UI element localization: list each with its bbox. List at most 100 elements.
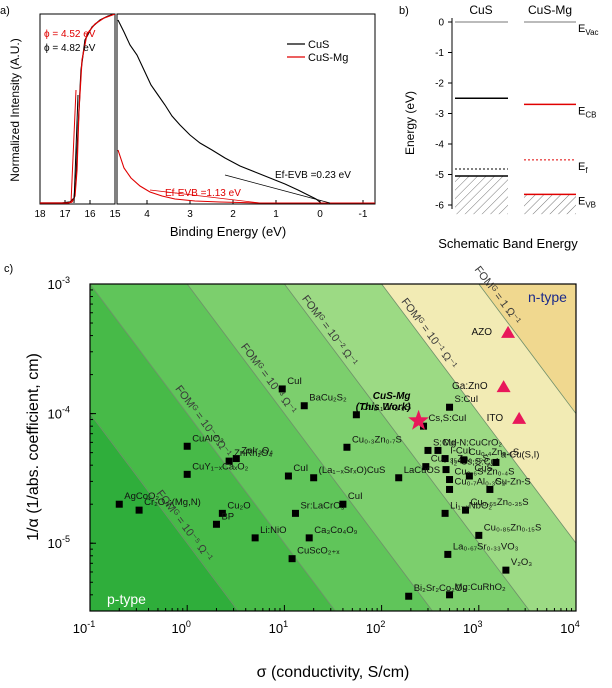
valence-band bbox=[524, 194, 576, 215]
panel-a-xlabel: Binding Energy (eV) bbox=[170, 224, 286, 239]
p-type-point-label: I₂-Cs,S:CuI bbox=[451, 457, 499, 468]
p-type-point bbox=[475, 531, 483, 539]
c-xtick-label: 101 bbox=[269, 619, 288, 636]
p-type-point-label: Ca₃Co₄O₉ bbox=[314, 525, 357, 536]
p-type-label: p-type bbox=[107, 591, 146, 607]
p-type-point bbox=[225, 457, 233, 465]
c-xtick-label: 100 bbox=[171, 619, 190, 636]
fom-line bbox=[90, 412, 239, 611]
p-type-point bbox=[310, 474, 318, 482]
c-xtick-label: 104 bbox=[560, 619, 579, 636]
p-type-point-label: Sr:LaCrO₃ bbox=[300, 500, 344, 511]
p-type-point bbox=[441, 509, 449, 517]
cus-vb-fit bbox=[224, 174, 331, 204]
p-type-point bbox=[135, 506, 143, 514]
p-type-point-label: a-Cu(S,I) bbox=[501, 449, 540, 460]
p-type-point bbox=[305, 534, 313, 542]
a-left-tick-label: 17 bbox=[59, 209, 71, 220]
p-type-point-label: Cs,S:CuI bbox=[429, 413, 467, 424]
p-type-point-label: ZnIr₂O₄ bbox=[241, 446, 273, 457]
c-ytick-label: 10-5 bbox=[48, 534, 70, 551]
p-type-point bbox=[183, 470, 191, 478]
p-type-point-label: S:CuI bbox=[455, 394, 479, 405]
cusmg-vb-fit bbox=[149, 189, 261, 204]
p-type-point bbox=[465, 472, 473, 480]
p-type-point-label: La₀.₆₇Sr₀.₃₃VO₃ bbox=[453, 541, 519, 552]
p-type-point-label: ZnRh₂O₄ bbox=[234, 448, 272, 459]
p-type-point-label: CuI bbox=[293, 463, 308, 474]
p-type-point-label: CuY₁₋ₓCaₓO₂ bbox=[192, 461, 248, 472]
p-type-point bbox=[434, 446, 442, 454]
p-type-point-label: LaCuOS bbox=[404, 465, 440, 476]
p-type-point bbox=[339, 500, 347, 508]
ef-cus-label: Ef-EVB =0.23 eV bbox=[275, 170, 351, 181]
p-type-point bbox=[212, 520, 220, 528]
level-label-cb: ECB bbox=[578, 105, 596, 119]
panel-c-xlabel: σ (conductivity, S/cm) bbox=[257, 664, 410, 681]
p-type-point-label: Cu₀.₇Al₀.₃S₂ bbox=[455, 476, 506, 487]
cusmg-cutoff-fit bbox=[70, 89, 77, 204]
panel-a: a) Normalized Intensity (A.U.) 18 17 16 15 … bbox=[0, 5, 376, 239]
b-ytick-label: -3 bbox=[435, 109, 444, 120]
level-label-vb: EVB bbox=[578, 195, 596, 209]
b-ytick-label: -2 bbox=[435, 79, 444, 90]
a-left-tick-label: 16 bbox=[84, 209, 96, 220]
panel-a-legend: CuS CuS-Mg bbox=[287, 39, 348, 64]
a-right-tick-label: 3 bbox=[187, 209, 193, 220]
a-right-tick-label: 2 bbox=[230, 209, 236, 220]
n-type-label: n-type bbox=[528, 289, 567, 305]
p-type-point-label: CuI bbox=[287, 376, 302, 387]
cus-cutoff-fit bbox=[73, 94, 79, 204]
p-type-point-label: BP bbox=[221, 511, 234, 522]
plot-frame bbox=[89, 283, 577, 612]
level-label-vac: EVac bbox=[578, 23, 599, 37]
this-work-sublabel: (This Work) bbox=[356, 402, 411, 413]
p-type-point bbox=[352, 411, 360, 419]
fom-line bbox=[478, 284, 576, 415]
p-type-point-label: AgCoO₂ bbox=[124, 491, 159, 502]
c-ytick-label: 10-3 bbox=[48, 275, 70, 292]
c-ytick-label: 10-4 bbox=[48, 405, 70, 422]
p-type-point bbox=[395, 474, 403, 482]
p-type-point-label: BaCu₂S₂ bbox=[309, 393, 347, 404]
p-type-point-label: (La₁₋ₓSrₓO)CuS bbox=[319, 465, 386, 476]
panel-c-ylabel: 1/α (1/abs. coefficient, cm) bbox=[25, 353, 42, 541]
c-xtick-label: 102 bbox=[366, 619, 385, 636]
panel-b-xlabel: Schematic Band Energy bbox=[438, 236, 578, 251]
p-type-point-label: Cu₀.₈₅Zn₀.₁₅S bbox=[484, 522, 542, 533]
p-type-point-label: CuI bbox=[348, 491, 363, 502]
a-right-tick-label: -1 bbox=[359, 209, 368, 220]
cusmg-vb-curve bbox=[117, 149, 375, 204]
p-type-point-label: Cu₀.₄Zn₀.₆S bbox=[469, 447, 519, 458]
p-type-point bbox=[442, 466, 450, 474]
p-type-point-label: CuScO₂₊ₓ bbox=[297, 546, 340, 557]
p-type-point bbox=[446, 485, 454, 493]
p-type-point bbox=[183, 442, 191, 450]
this-work-star bbox=[408, 409, 429, 430]
a-left-tick-label: 18 bbox=[34, 209, 46, 220]
p-type-point bbox=[446, 476, 454, 484]
p-type-point bbox=[218, 509, 226, 517]
fom-line bbox=[381, 284, 576, 544]
n-type-point bbox=[512, 411, 527, 424]
material-points: CuI BaCu₂S₂ Cu₀.₁Zn₀.₉S CuAlO₂ ZnIr₂O₄ZnRh₂O… bbox=[115, 325, 542, 600]
valence-band bbox=[455, 176, 508, 215]
panel-b-label: b) bbox=[399, 5, 409, 17]
p-type-point bbox=[460, 456, 468, 464]
panel-a-ylabel: Normalized Intensity (A.U.) bbox=[8, 38, 22, 181]
column-cusmg: CuS-Mg bbox=[528, 3, 572, 17]
fom-regions bbox=[90, 284, 576, 611]
column-cus: CuS bbox=[469, 3, 492, 17]
panel-c-axes: 10-1 100 101 102 103 104 10-5 10-4 10-3 bbox=[48, 275, 580, 636]
a-right-tick-label: 0 bbox=[317, 209, 323, 220]
p-type-point-label: Mg:CuRhO₂ bbox=[455, 582, 507, 593]
fom-line bbox=[186, 284, 433, 611]
p-type-point-label: I-CuI bbox=[450, 446, 471, 457]
p-type-point-label: Cu₀.₃₅Zn₀.₆₅S bbox=[431, 454, 489, 465]
p-type-point bbox=[278, 385, 286, 393]
p-type-point bbox=[288, 555, 296, 563]
n-type-point bbox=[496, 380, 511, 393]
level-label-ef: Ef bbox=[578, 161, 588, 175]
n-type-point-label: Ga:ZnO bbox=[452, 381, 488, 392]
